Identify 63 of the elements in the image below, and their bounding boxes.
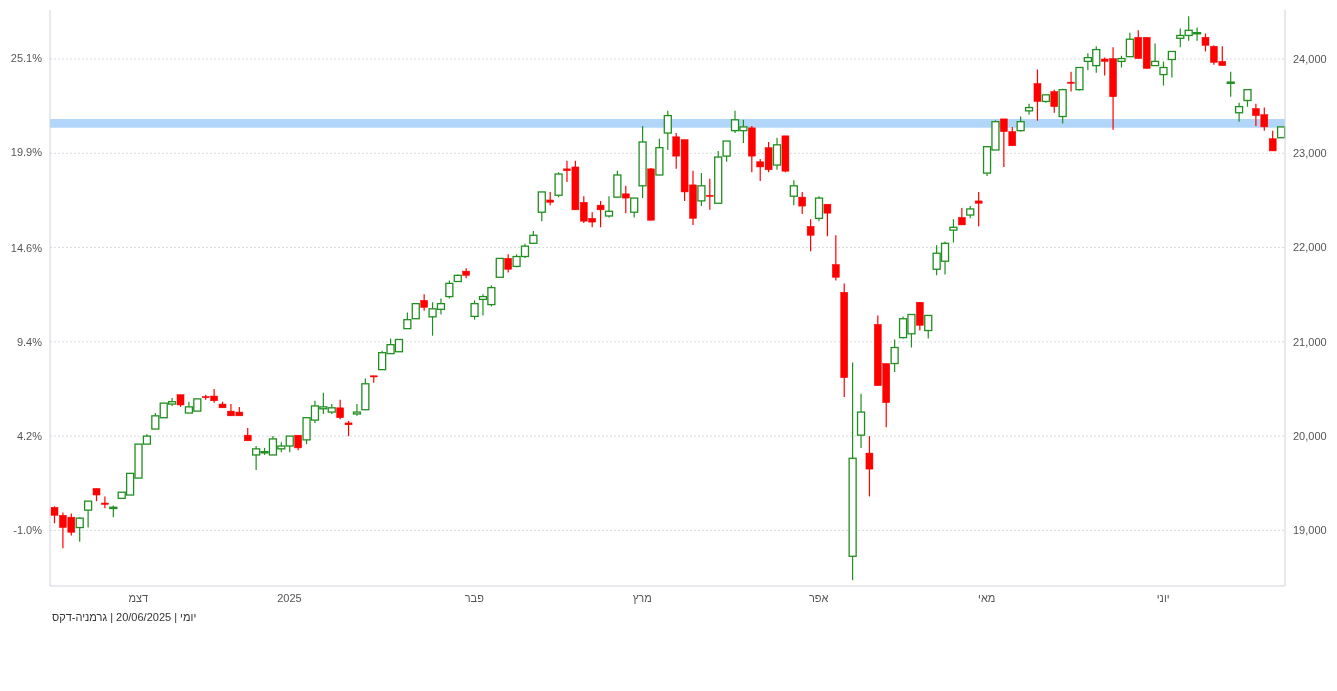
candlestick <box>470 299 479 321</box>
candlestick <box>1050 89 1059 114</box>
candlestick <box>814 195 824 222</box>
x-tick-label: יוני <box>1156 591 1170 604</box>
candlestick <box>83 500 93 529</box>
candlestick <box>1234 102 1244 123</box>
candlestick <box>890 338 899 373</box>
candlestick <box>1159 60 1168 87</box>
candlestick <box>554 171 563 198</box>
candlestick <box>1067 71 1075 93</box>
candlestick <box>865 435 874 498</box>
candlestick <box>806 218 815 252</box>
candlestick <box>1125 32 1135 58</box>
y2-tick-label: 4.2% <box>16 430 43 443</box>
candlestick <box>1024 103 1034 116</box>
candlestick <box>949 218 958 243</box>
y2-tick-label: 19.9% <box>10 146 43 159</box>
candlestick <box>630 197 639 218</box>
x-tick-label: מרץ <box>632 591 652 604</box>
x-tick-label: מאי <box>978 591 996 604</box>
y-tick-label: 22,000 <box>1293 241 1327 254</box>
candlestick <box>336 399 344 420</box>
candlestick <box>622 185 630 214</box>
x-tick-label: פבר <box>464 591 485 604</box>
y-tick-label: 20,000 <box>1293 430 1327 443</box>
candlestick <box>772 137 782 171</box>
y-tick-label: 23,000 <box>1293 147 1327 160</box>
candlestick <box>1150 42 1160 67</box>
candlestick <box>856 393 866 449</box>
text: יומי | 20/06/2025 | גרמניה-דקס <box>52 611 197 623</box>
candlestick <box>924 314 933 340</box>
candlestick <box>504 253 512 274</box>
y2-tick-label: -1.0% <box>13 524 43 537</box>
y2-tick-label: 9.4% <box>16 336 43 349</box>
candlestick <box>697 172 706 207</box>
candlestick <box>613 170 622 198</box>
candlestick <box>352 403 362 417</box>
x-tick-label: 2025 <box>277 591 302 604</box>
y-tick-label: 21,000 <box>1293 335 1327 348</box>
x-tick-label: אפר <box>808 591 829 604</box>
candlestick <box>495 257 504 278</box>
y2-tick-label: 14.6% <box>10 242 43 255</box>
y-tick-label: 24,000 <box>1293 52 1327 65</box>
candlestick <box>101 495 109 509</box>
candlestick <box>916 301 924 332</box>
candlestick <box>1033 68 1042 122</box>
candlestick <box>823 203 832 237</box>
candlestick <box>974 191 983 227</box>
y-tick-label: 19,000 <box>1293 524 1327 537</box>
candlestick <box>663 110 672 151</box>
candlestick <box>1226 71 1235 98</box>
candlestick <box>1075 66 1084 92</box>
candlestick <box>75 516 84 543</box>
candlestick <box>596 200 605 228</box>
candlestick <box>798 191 806 215</box>
candlestick <box>1268 130 1277 152</box>
candlestick <box>537 191 546 222</box>
candlestick <box>706 178 714 211</box>
candlestick <box>789 179 798 206</box>
x-tick-label: דצמ <box>128 591 149 604</box>
candlestick <box>1167 50 1177 78</box>
candlestick <box>832 234 840 282</box>
y2-tick-label: 25.1% <box>10 52 43 65</box>
